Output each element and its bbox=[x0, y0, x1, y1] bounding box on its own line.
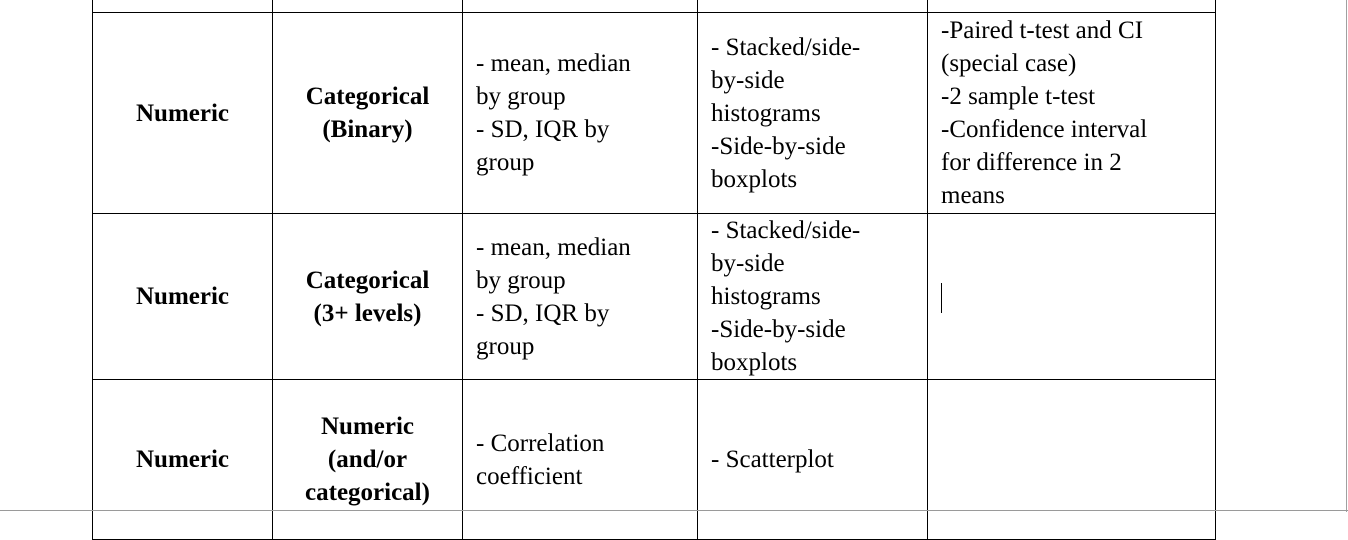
numerical-summaries-text: - Correlation coefficient bbox=[476, 429, 605, 490]
graphs-text: - Stacked/side- by-side histograms -Side… bbox=[711, 33, 861, 193]
response-variable-cell[interactable]: Numeric bbox=[92, 12, 273, 214]
table-row-top-partial bbox=[92, 0, 1216, 13]
inference-cell[interactable]: -Paired t-test and CI (special case) -2 … bbox=[927, 12, 1216, 214]
table-cell[interactable] bbox=[697, 0, 928, 13]
summary-table: Numeric Categorical (Binary) - mean, med… bbox=[92, 0, 1216, 540]
explanatory-variable-cell[interactable]: Categorical (Binary) bbox=[272, 12, 463, 214]
explanatory-variable-cell[interactable]: Numeric (and/or categorical) bbox=[272, 379, 463, 540]
page-right-edge bbox=[1346, 0, 1347, 512]
inference-text: -Paired t-test and CI (special case) -2 … bbox=[941, 17, 1148, 209]
response-variable-text: Numeric bbox=[135, 99, 230, 127]
page-bottom-edge bbox=[0, 510, 1348, 511]
graphs-text: - Stacked/side- by-side histograms -Side… bbox=[711, 217, 861, 376]
graphs-cell[interactable]: - Scatterplot bbox=[697, 379, 928, 540]
table-cell[interactable] bbox=[927, 0, 1216, 13]
numerical-summaries-text: - mean, median by group - SD, IQR by gro… bbox=[476, 233, 631, 360]
table-row: Numeric Categorical (3+ levels) - mean, … bbox=[92, 213, 1216, 380]
graphs-cell[interactable]: - Stacked/side- by-side histograms -Side… bbox=[697, 12, 928, 214]
table-cell[interactable] bbox=[92, 0, 273, 13]
numerical-summaries-cell[interactable]: - mean, median by group - SD, IQR by gro… bbox=[462, 12, 698, 214]
numerical-summaries-text: - mean, median by group - SD, IQR by gro… bbox=[476, 50, 631, 176]
explanatory-variable-text: Categorical (3+ levels) bbox=[305, 266, 430, 327]
explanatory-variable-text: Categorical (Binary) bbox=[305, 83, 430, 143]
response-variable-text: Numeric bbox=[135, 446, 230, 473]
explanatory-variable-text: Numeric (and/or categorical) bbox=[305, 413, 430, 506]
graphs-cell[interactable]: - Stacked/side- by-side histograms -Side… bbox=[697, 213, 928, 380]
response-variable-cell[interactable]: Numeric bbox=[92, 379, 273, 540]
table-cell[interactable] bbox=[272, 0, 463, 13]
numerical-summaries-cell[interactable]: - Correlation coefficient bbox=[462, 379, 698, 540]
inference-cell[interactable] bbox=[927, 213, 1216, 380]
response-variable-text: Numeric bbox=[135, 283, 230, 310]
table-cell[interactable] bbox=[462, 0, 698, 13]
text-cursor bbox=[941, 283, 942, 314]
numerical-summaries-cell[interactable]: - mean, median by group - SD, IQR by gro… bbox=[462, 213, 698, 380]
graphs-text: - Scatterplot bbox=[711, 446, 834, 473]
explanatory-variable-cell[interactable]: Categorical (3+ levels) bbox=[272, 213, 463, 380]
inference-cell[interactable] bbox=[927, 379, 1216, 540]
table-row: Numeric Numeric (and/or categorical) - C… bbox=[92, 379, 1216, 540]
table-row: Numeric Categorical (Binary) - mean, med… bbox=[92, 12, 1216, 214]
response-variable-cell[interactable]: Numeric bbox=[92, 213, 273, 380]
